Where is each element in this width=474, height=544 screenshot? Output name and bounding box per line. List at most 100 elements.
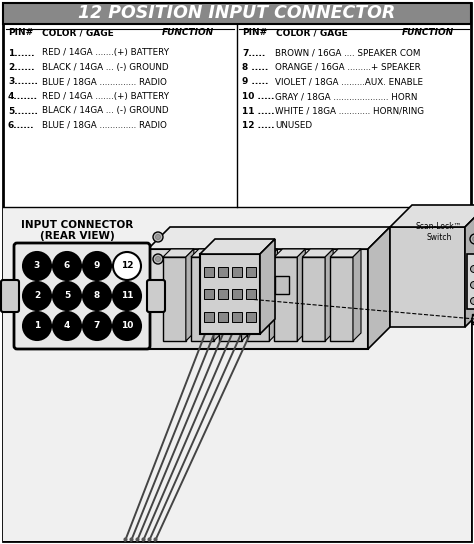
Text: 8: 8 (94, 292, 100, 300)
Text: 3: 3 (34, 262, 40, 270)
Bar (232, 289, 242, 299)
Text: COLOR / GAGE: COLOR / GAGE (276, 28, 348, 37)
Polygon shape (186, 249, 194, 341)
Text: (REAR VIEW): (REAR VIEW) (40, 231, 114, 241)
Polygon shape (302, 249, 333, 257)
Bar (148, 249, 368, 349)
Text: 5.......: 5....... (8, 107, 38, 115)
Circle shape (153, 232, 163, 242)
Bar (163, 257, 186, 341)
Bar (191, 257, 214, 341)
Text: 4.......: 4....... (8, 92, 38, 101)
Bar (218, 267, 228, 276)
Text: 3.......: 3....... (8, 77, 38, 86)
Text: RED / 14GA .......(+) BATTERY: RED / 14GA .......(+) BATTERY (42, 48, 169, 58)
Bar (274, 257, 297, 341)
Text: BROWN / 16GA .... SPEAKER COM: BROWN / 16GA .... SPEAKER COM (275, 48, 420, 58)
Text: INPUT CONNECTOR: INPUT CONNECTOR (21, 220, 133, 230)
Circle shape (23, 282, 51, 310)
Text: 12 POSITION INPUT CONNECTOR: 12 POSITION INPUT CONNECTOR (78, 4, 396, 22)
Text: 5: 5 (64, 292, 70, 300)
Bar (219, 257, 242, 341)
Bar (330, 257, 353, 341)
Circle shape (473, 237, 474, 242)
Text: Scan-Lock™
Switch: Scan-Lock™ Switch (416, 222, 462, 242)
Text: FUNCTION: FUNCTION (402, 28, 454, 37)
FancyBboxPatch shape (1, 280, 19, 312)
Bar (275, 276, 289, 294)
FancyBboxPatch shape (14, 243, 150, 349)
Circle shape (155, 257, 161, 262)
Text: PIN#: PIN# (8, 28, 33, 37)
Polygon shape (163, 249, 194, 257)
Circle shape (471, 265, 474, 273)
Text: RED / 14GA .......(+) BATTERY: RED / 14GA .......(+) BATTERY (42, 92, 169, 101)
Text: ORANGE / 16GA .........+ SPEAKER: ORANGE / 16GA .........+ SPEAKER (275, 63, 421, 72)
Text: 4: 4 (64, 322, 70, 331)
Circle shape (53, 312, 81, 340)
Text: 1: 1 (34, 322, 40, 331)
Text: 12: 12 (121, 262, 133, 270)
Polygon shape (390, 205, 474, 227)
Bar (3, 207, 471, 541)
Bar (204, 312, 214, 322)
Text: WHITE / 18GA ............ HORN/RING: WHITE / 18GA ............ HORN/RING (275, 107, 424, 115)
Bar (200, 254, 260, 334)
Text: 12 .....: 12 ..... (242, 121, 274, 130)
Polygon shape (353, 249, 361, 341)
Text: COLOR / GAGE: COLOR / GAGE (42, 28, 114, 37)
Bar (246, 257, 269, 341)
Bar (472, 314, 474, 324)
Text: 7.....: 7..... (242, 48, 265, 58)
Text: BLACK / 14GA ... (-) GROUND: BLACK / 14GA ... (-) GROUND (42, 107, 169, 115)
Circle shape (113, 312, 141, 340)
Circle shape (155, 234, 161, 239)
Text: 1......: 1...... (8, 48, 35, 58)
Circle shape (23, 312, 51, 340)
Text: BLUE / 18GA .............. RADIO: BLUE / 18GA .............. RADIO (42, 121, 167, 130)
Polygon shape (200, 239, 275, 254)
Text: FUNCTION: FUNCTION (162, 28, 214, 37)
Text: 6: 6 (64, 262, 70, 270)
Text: 2: 2 (34, 292, 40, 300)
Bar (302, 257, 325, 341)
Text: 9: 9 (94, 262, 100, 270)
Bar (246, 267, 256, 276)
Polygon shape (325, 249, 333, 341)
Text: 2......: 2...... (8, 63, 35, 72)
Circle shape (472, 314, 474, 324)
Circle shape (23, 252, 51, 280)
Polygon shape (330, 249, 361, 257)
Text: 7: 7 (94, 322, 100, 331)
Text: VIOLET / 18GA .........AUX. ENABLE: VIOLET / 18GA .........AUX. ENABLE (275, 77, 423, 86)
Bar (246, 312, 256, 322)
Text: PIN#: PIN# (242, 28, 267, 37)
Bar (204, 267, 214, 276)
Circle shape (83, 312, 111, 340)
Text: 11 .....: 11 ..... (242, 107, 274, 115)
Circle shape (153, 254, 163, 264)
Polygon shape (219, 249, 250, 257)
Polygon shape (269, 249, 277, 341)
Text: 10: 10 (121, 322, 133, 331)
Polygon shape (246, 249, 277, 257)
Text: 9 .....: 9 ..... (242, 77, 268, 86)
Polygon shape (191, 249, 222, 257)
Circle shape (470, 234, 474, 244)
Polygon shape (242, 249, 250, 341)
Bar (390, 227, 465, 327)
Bar (218, 312, 228, 322)
Polygon shape (465, 205, 474, 327)
Text: GRAY / 18GA ..................... HORN: GRAY / 18GA ..................... HORN (275, 92, 418, 101)
Bar (3, 3, 471, 24)
Text: 11: 11 (121, 292, 133, 300)
Text: 10 .....: 10 ..... (242, 92, 274, 101)
Text: UNUSED: UNUSED (275, 121, 312, 130)
Bar (467, 254, 474, 309)
Circle shape (471, 281, 474, 288)
Circle shape (83, 252, 111, 280)
Polygon shape (148, 227, 390, 249)
Bar (204, 289, 214, 299)
Polygon shape (368, 227, 390, 349)
Circle shape (470, 290, 474, 300)
